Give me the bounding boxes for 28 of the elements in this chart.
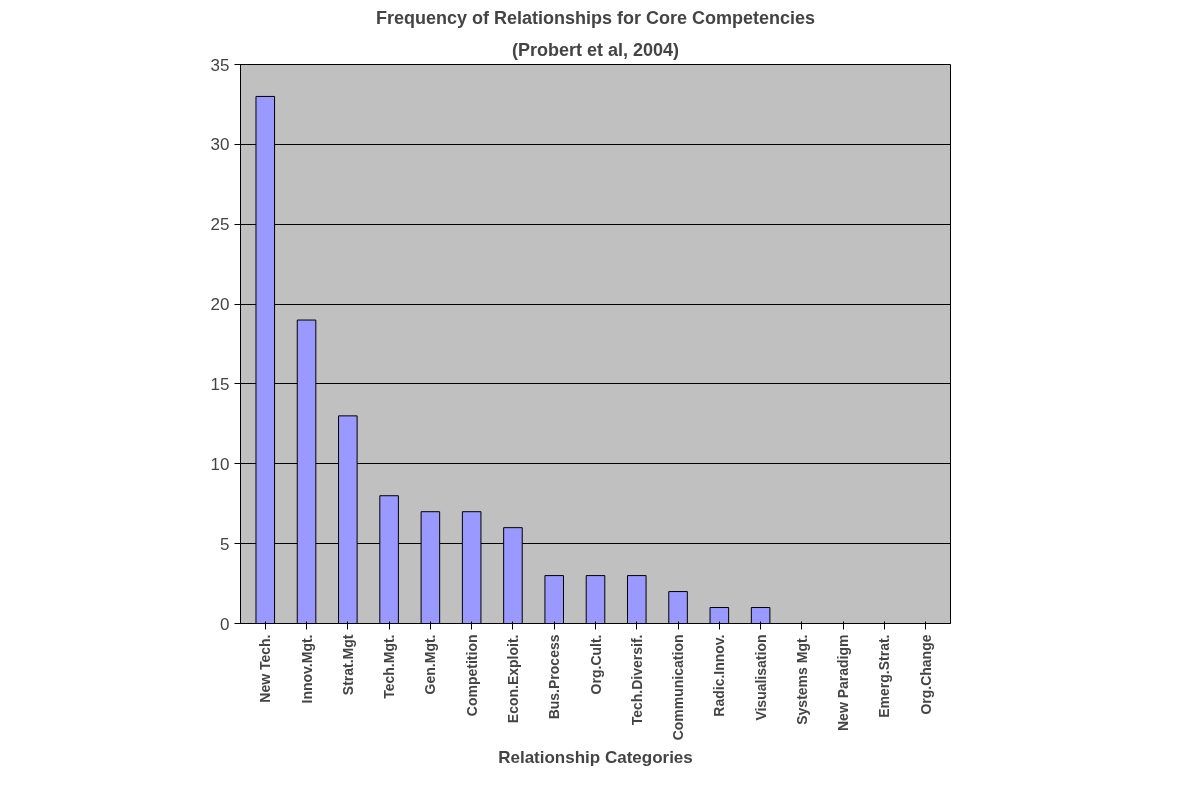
y-tick-label: 15	[210, 374, 230, 394]
x-tick-label: Org.Cult.	[587, 634, 604, 695]
x-tick-label: Visualisation	[752, 634, 769, 721]
x-tick-label: Systems Mgt.	[793, 634, 810, 725]
y-tick-label: 20	[210, 295, 230, 315]
x-tick-label: Tech.Mgt.	[381, 634, 398, 699]
x-tick-label: Radic.Innov.	[711, 634, 728, 717]
x-tick-label: Strat.Mgt	[339, 634, 356, 696]
x-tick-label: Innov.Mgt.	[298, 634, 315, 704]
x-tick-label: Emerg.Strat.	[876, 634, 893, 718]
chart-title: Frequency of Relationships for Core Competencies	[375, 7, 816, 28]
x-tick-label: New Tech.	[257, 634, 274, 703]
y-tick-label: 25	[210, 215, 230, 235]
x-axis-title: Relationship Categories	[498, 748, 693, 768]
x-tick-label: Tech.Diversif.	[628, 634, 645, 726]
y-tick-label: 35	[210, 55, 230, 75]
x-tick-label: Competition	[463, 634, 480, 717]
x-tick-label: Communication	[670, 634, 687, 741]
x-tick-label: Bus.Process	[546, 634, 563, 720]
x-tick-label: Gen.Mgt.	[422, 634, 439, 695]
y-tick-label: 5	[220, 534, 230, 554]
x-tick-label: Econ.Exploit.	[504, 634, 521, 724]
x-tick-label: Org.Change	[917, 634, 934, 715]
x-tick-label: New Paradigm	[835, 634, 852, 731]
y-tick-label: 0	[220, 614, 230, 634]
chart-subtitle: (Probert et al, 2004)	[511, 39, 680, 60]
y-tick-label: 10	[210, 454, 230, 474]
y-tick-label: 30	[210, 135, 230, 155]
